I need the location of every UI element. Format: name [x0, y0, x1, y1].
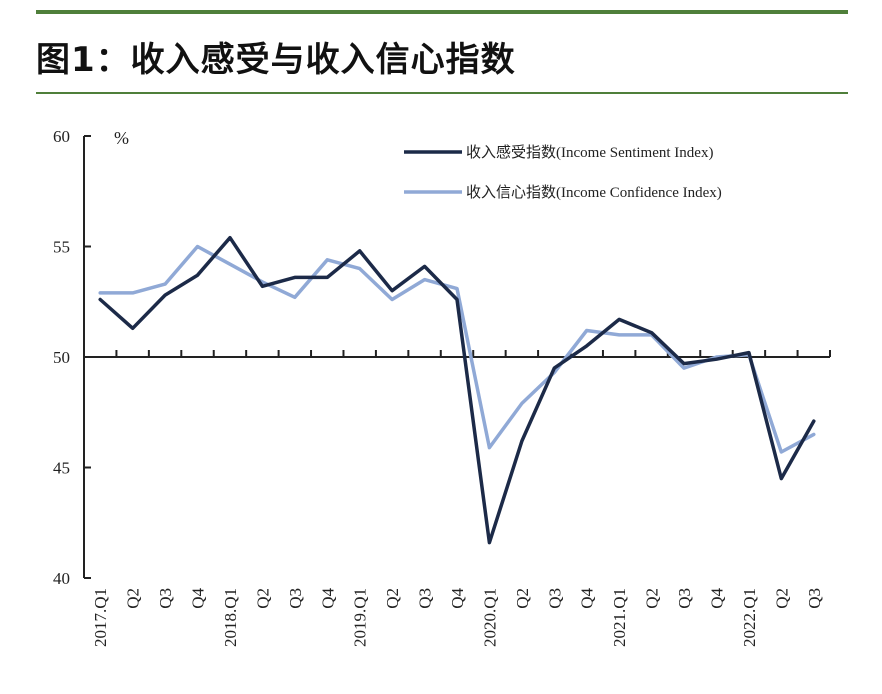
x-tick-label: Q4 [707, 588, 726, 609]
x-tick-label: Q4 [189, 588, 208, 609]
x-tick-label: Q3 [156, 588, 175, 609]
y-tick-label: 45 [53, 459, 70, 478]
series-line-income-sentiment [98, 235, 816, 545]
x-tick-label: 2017.Q1 [91, 588, 110, 647]
x-tick-label: Q2 [253, 588, 272, 609]
legend-label-income-sentiment: 收入感受指数(Income Sentiment Index) [466, 144, 713, 161]
x-tick-label: 2018.Q1 [221, 588, 240, 647]
x-tick-label: 2022.Q1 [740, 588, 759, 647]
x-tick-label: Q3 [545, 588, 564, 609]
y-tick-label: 50 [53, 348, 70, 367]
x-tick-label: Q3 [286, 588, 305, 609]
page-title: 图1：收入感受与收入信心指数 [36, 40, 516, 80]
x-tick-label: Q4 [448, 588, 467, 609]
x-tick-label: Q2 [643, 588, 662, 609]
x-tick-label: 2019.Q1 [351, 588, 370, 647]
x-tick-label: 2021.Q1 [610, 588, 629, 647]
y-tick-label: 40 [53, 569, 70, 588]
x-tick-label: Q2 [513, 588, 532, 609]
x-tick-label: Q4 [578, 588, 597, 609]
x-tick-label: Q2 [124, 588, 143, 609]
x-tick-label: Q3 [675, 588, 694, 609]
series-line-income-confidence [98, 244, 816, 454]
x-tick-label: Q3 [416, 588, 435, 609]
x-tick-label: 2020.Q1 [480, 588, 499, 647]
legend-label-income-confidence: 收入信心指数(Income Confidence Index) [466, 184, 722, 201]
x-tick-label: Q3 [805, 588, 824, 609]
title-divider [36, 92, 848, 94]
x-tick-label: Q2 [772, 588, 791, 609]
y-tick-label: 55 [53, 238, 70, 257]
x-tick-label: Q2 [383, 588, 402, 609]
y-tick-label: 60 [53, 127, 70, 146]
x-tick-label: Q4 [318, 588, 337, 609]
y-unit-label: % [114, 128, 129, 148]
top-accent-rule [36, 10, 848, 14]
